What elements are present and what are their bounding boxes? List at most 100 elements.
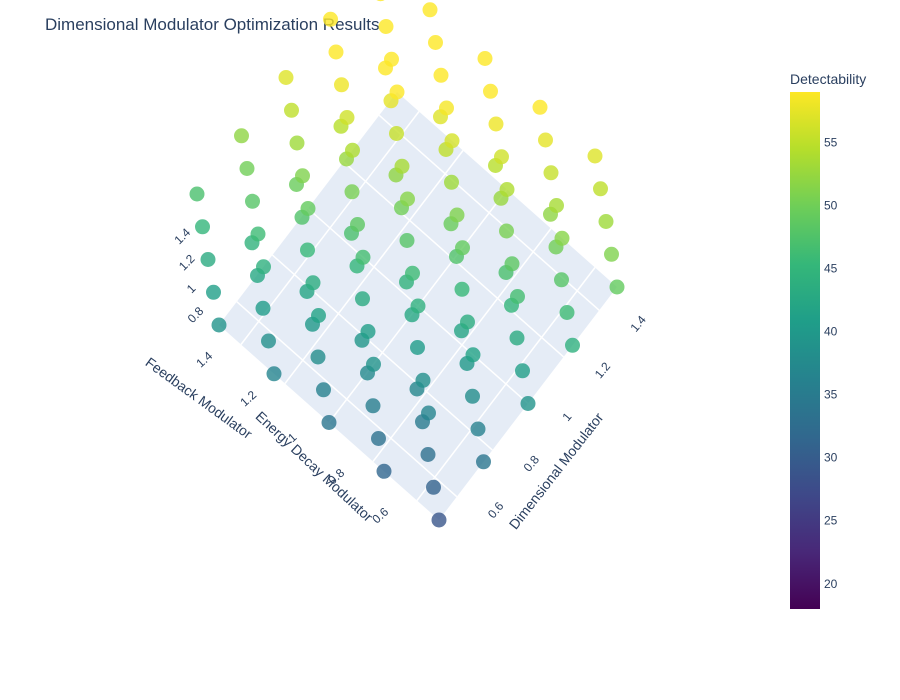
data-point[interactable] xyxy=(245,193,260,209)
data-point[interactable] xyxy=(355,291,370,307)
data-point[interactable] xyxy=(444,174,459,190)
data-point[interactable] xyxy=(449,207,465,223)
tick-label: 1.2 xyxy=(237,388,259,410)
tick-label: 1 xyxy=(184,281,199,296)
data-point[interactable] xyxy=(399,233,415,248)
data-point[interactable] xyxy=(587,148,603,164)
data-point[interactable] xyxy=(510,289,525,304)
data-point[interactable] xyxy=(295,168,310,184)
data-point[interactable] xyxy=(405,265,420,281)
data-point[interactable] xyxy=(195,219,210,235)
data-point[interactable] xyxy=(483,83,498,99)
data-point[interactable] xyxy=(543,165,559,181)
data-point[interactable] xyxy=(289,135,305,151)
data-point[interactable] xyxy=(371,431,386,446)
data-point[interactable] xyxy=(433,67,449,83)
data-point[interactable] xyxy=(410,340,425,355)
data-point[interactable] xyxy=(454,281,470,297)
data-point[interactable] xyxy=(565,337,580,353)
data-point[interactable] xyxy=(300,201,316,216)
data-point[interactable] xyxy=(410,298,426,314)
data-point[interactable] xyxy=(538,132,553,148)
data-point[interactable] xyxy=(509,330,525,346)
data-point[interactable] xyxy=(422,2,438,18)
data-point[interactable] xyxy=(345,142,360,158)
data-point[interactable] xyxy=(499,182,515,197)
data-point[interactable] xyxy=(428,35,443,50)
data-point[interactable] xyxy=(470,421,486,437)
data-point[interactable] xyxy=(339,110,355,125)
data-point[interactable] xyxy=(520,396,536,411)
data-point[interactable] xyxy=(477,51,493,66)
data-point[interactable] xyxy=(465,388,480,404)
data-points[interactable] xyxy=(189,0,625,528)
data-point[interactable] xyxy=(206,284,221,300)
data-point[interactable] xyxy=(465,347,481,363)
data-point[interactable] xyxy=(400,191,415,207)
data-point[interactable] xyxy=(439,100,454,116)
data-point[interactable] xyxy=(310,349,326,365)
data-point[interactable] xyxy=(549,198,564,213)
data-point[interactable] xyxy=(384,51,399,67)
data-point[interactable] xyxy=(365,398,381,414)
data-point[interactable] xyxy=(266,366,282,382)
data-point[interactable] xyxy=(376,463,392,479)
data-point[interactable] xyxy=(604,246,619,262)
data-point[interactable] xyxy=(389,84,405,100)
data-point[interactable] xyxy=(499,223,514,239)
data-point[interactable] xyxy=(328,44,344,60)
data-point[interactable] xyxy=(360,324,376,339)
data-point[interactable] xyxy=(305,275,321,291)
data-point[interactable] xyxy=(378,19,394,34)
data-point[interactable] xyxy=(455,240,470,256)
data-point[interactable] xyxy=(476,454,491,470)
data-point[interactable] xyxy=(420,447,436,462)
data-point[interactable] xyxy=(431,512,447,528)
data-point[interactable] xyxy=(389,126,404,141)
data-point[interactable] xyxy=(200,252,216,267)
data-point[interactable] xyxy=(559,305,575,320)
data-point[interactable] xyxy=(554,230,570,246)
scene-3d[interactable]: 0.60.811.21.40.60.811.21.40.811.21.4 Dim… xyxy=(143,0,649,532)
data-point[interactable] xyxy=(426,479,441,495)
data-point[interactable] xyxy=(504,256,520,272)
data-point[interactable] xyxy=(284,102,299,118)
data-point[interactable] xyxy=(189,186,205,202)
data-point[interactable] xyxy=(355,249,371,265)
data-point[interactable] xyxy=(415,372,431,388)
data-point[interactable] xyxy=(234,128,249,144)
data-point[interactable] xyxy=(261,333,276,349)
data-point[interactable] xyxy=(593,181,608,197)
tick-label: 1.2 xyxy=(592,359,614,381)
data-point[interactable] xyxy=(394,158,410,174)
data-point[interactable] xyxy=(494,149,509,165)
data-point[interactable] xyxy=(256,259,271,275)
data-point[interactable] xyxy=(532,99,548,115)
data-point[interactable] xyxy=(211,317,227,333)
data-point[interactable] xyxy=(373,0,388,2)
data-point[interactable] xyxy=(311,308,326,323)
tick-label: 1.4 xyxy=(627,313,649,335)
data-point[interactable] xyxy=(444,133,460,149)
data-point[interactable] xyxy=(300,242,315,258)
data-point[interactable] xyxy=(609,279,625,295)
data-point[interactable] xyxy=(460,314,475,330)
data-point[interactable] xyxy=(323,11,338,27)
data-point[interactable] xyxy=(278,70,294,85)
colorbar-title: Detectability xyxy=(790,71,866,87)
data-point[interactable] xyxy=(366,356,381,372)
data-point[interactable] xyxy=(321,415,337,430)
data-point[interactable] xyxy=(250,226,266,242)
data-point[interactable] xyxy=(488,116,504,132)
data-point[interactable] xyxy=(515,363,530,379)
data-point[interactable] xyxy=(344,184,360,200)
data-point[interactable] xyxy=(239,161,255,176)
data-point[interactable] xyxy=(554,272,569,288)
data-point[interactable] xyxy=(350,217,365,232)
data-point[interactable] xyxy=(598,214,614,229)
data-point[interactable] xyxy=(316,382,331,398)
data-point[interactable] xyxy=(334,77,349,93)
colorbar-tick-label: 30 xyxy=(824,451,838,465)
data-point[interactable] xyxy=(421,405,436,421)
data-point[interactable] xyxy=(255,300,271,316)
